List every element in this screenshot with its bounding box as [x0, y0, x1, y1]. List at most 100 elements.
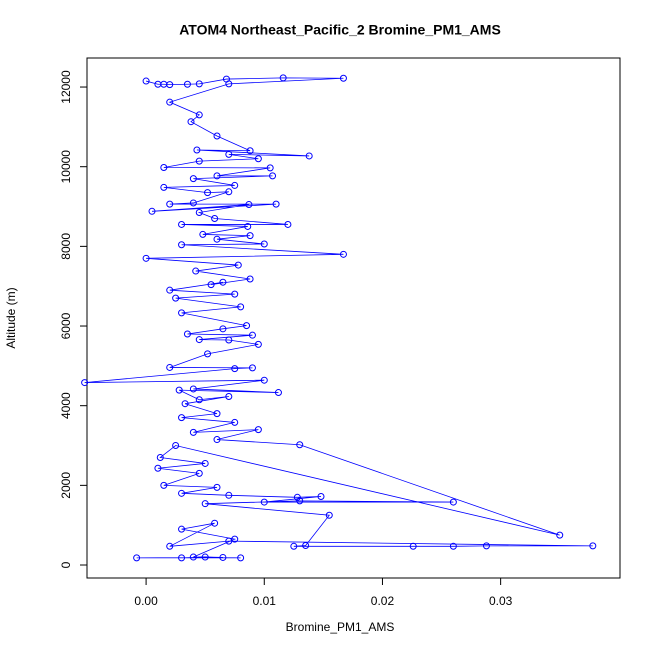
data-point — [201, 500, 209, 508]
data-point — [201, 553, 209, 561]
data-point — [225, 537, 233, 545]
data-point — [160, 183, 168, 191]
data-point — [154, 464, 162, 472]
data-point — [189, 428, 197, 436]
data-point — [219, 325, 227, 333]
data-point — [211, 519, 219, 527]
data-point — [284, 220, 292, 228]
data-point — [244, 222, 252, 230]
data-point — [231, 290, 239, 298]
y-tick-label: 8000 — [59, 233, 73, 260]
data-point — [192, 267, 200, 275]
data-point — [237, 554, 245, 562]
data-point — [189, 553, 197, 561]
data-point — [166, 542, 174, 550]
data-point — [245, 201, 253, 209]
data-point — [189, 175, 197, 183]
data-point — [172, 442, 180, 450]
data-point — [279, 74, 287, 82]
data-point — [204, 350, 212, 358]
data-point — [195, 80, 203, 88]
data-point — [248, 364, 256, 372]
data-point — [266, 164, 274, 172]
data-point — [449, 498, 457, 506]
data-point — [317, 493, 325, 501]
data-point — [213, 483, 221, 491]
data-point — [225, 150, 233, 158]
x-tick-label: 0.02 — [371, 594, 395, 608]
data-point — [166, 363, 174, 371]
y-tick-label: 10000 — [59, 150, 73, 184]
data-point — [148, 207, 156, 215]
data-point — [305, 152, 313, 160]
data-point — [133, 554, 141, 562]
plot-frame — [86, 57, 621, 579]
data-point — [183, 330, 191, 338]
data-point — [302, 541, 310, 549]
y-axis-label: Altitude (m) — [4, 287, 18, 348]
data-point — [231, 418, 239, 426]
y-tick-label: 2000 — [59, 472, 73, 499]
chart-title: ATOM4 Northeast_Pacific_2 Bromine_PM1_AM… — [179, 22, 501, 38]
data-point — [213, 132, 221, 140]
data-point — [166, 286, 174, 294]
data-point — [556, 531, 564, 539]
data-point — [195, 396, 203, 404]
data-point — [231, 365, 239, 373]
data-point — [81, 379, 89, 387]
data-point — [246, 232, 254, 240]
data-point — [274, 389, 282, 397]
data-point — [195, 111, 203, 119]
data-point — [234, 261, 242, 269]
data-point — [178, 489, 186, 497]
data-point — [178, 309, 186, 317]
y-tick-label: 6000 — [59, 312, 73, 339]
data-point — [178, 525, 186, 533]
data-point — [213, 235, 221, 243]
data-point — [225, 188, 233, 196]
data-point — [246, 147, 254, 155]
data-point — [160, 481, 168, 489]
data-point — [156, 453, 164, 461]
data-point — [166, 98, 174, 106]
data-point — [339, 250, 347, 258]
data-point — [231, 181, 239, 189]
data-point — [589, 542, 597, 550]
data-point — [195, 336, 203, 344]
data-point — [254, 155, 262, 163]
data-point — [449, 542, 457, 550]
data-point — [225, 491, 233, 499]
y-tick-label: 0 — [59, 561, 73, 568]
data-point — [183, 80, 191, 88]
data-point — [219, 278, 227, 286]
x-tick-label: 0.01 — [253, 594, 277, 608]
data-point — [325, 511, 333, 519]
data-point — [175, 386, 183, 394]
data-point — [189, 385, 197, 393]
data-point — [178, 554, 186, 562]
data-point — [178, 220, 186, 228]
data-point — [142, 77, 150, 85]
y-tick-label: 4000 — [59, 392, 73, 419]
data-point — [293, 493, 301, 501]
data-point — [225, 80, 233, 88]
data-point — [187, 118, 195, 126]
data-point — [142, 254, 150, 262]
data-point — [160, 163, 168, 171]
data-point — [189, 199, 197, 207]
data-point — [181, 400, 189, 408]
data-point — [231, 535, 239, 543]
data-point — [246, 275, 254, 283]
data-point — [207, 281, 215, 289]
data-point — [339, 74, 347, 82]
data-point — [260, 376, 268, 384]
data-point — [204, 189, 212, 197]
data-point — [201, 459, 209, 467]
data-point — [260, 240, 268, 248]
data-point — [254, 426, 262, 434]
data-point — [166, 200, 174, 208]
data-point — [178, 414, 186, 422]
data-point — [254, 340, 262, 348]
